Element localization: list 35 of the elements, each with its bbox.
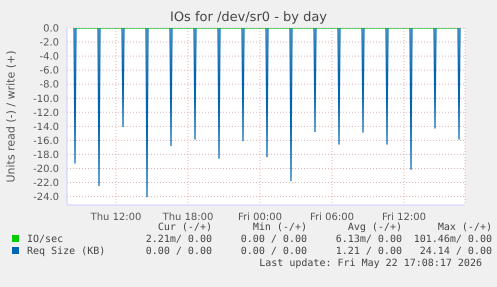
y-tick-label: -8.0 — [39, 80, 59, 91]
y-tick-label: -2.0 — [39, 38, 59, 49]
text: 2.21m/ 0.00 — [144, 234, 212, 245]
y-tick-label: -14.0 — [33, 122, 59, 133]
text: Cur (-/+) — [156, 222, 212, 233]
text: 0.00 / 0.00 — [240, 234, 307, 245]
y-tick-label: -18.0 — [33, 150, 59, 161]
text: Avg (-/+) — [346, 222, 402, 233]
y-tick-label: 0.0 — [43, 24, 59, 35]
text: 1.21 / 0.00 — [334, 246, 402, 257]
text: Min (-/+) — [252, 222, 307, 233]
x-tick-label: Thu 12:00 — [90, 212, 142, 224]
y-tick-label: -24.0 — [33, 192, 59, 204]
y-tick-label: -10.0 — [33, 94, 59, 105]
y-tick-label: -4.0 — [39, 52, 59, 63]
text: 0.00 / 0.00 — [144, 246, 212, 257]
y-tick-label: -20.0 — [33, 164, 59, 176]
legend-label: IO/sec — [26, 234, 64, 245]
y-tick-label: -22.0 — [33, 178, 59, 190]
text: 24.14 / 0.00 — [418, 246, 492, 257]
x-tick-label: Fri 12:00 — [382, 212, 426, 224]
x-tick-label: Fri 06:00 — [310, 212, 354, 224]
legend-label: Req Size (KB) — [26, 246, 106, 257]
x-tick-label: Fri 00:00 — [238, 212, 282, 224]
text: 6.13m/ 0.00 — [334, 234, 402, 245]
chart-title: IOs for /dev/sr0 - by day — [168, 10, 328, 25]
y-axis-title: Units read (-) / write (+) — [4, 50, 18, 183]
y-tick-label: -16.0 — [33, 136, 59, 147]
text: 101.46m/ 0.00 — [412, 234, 492, 245]
text: 0.00 / 0.00 — [240, 246, 307, 257]
text: Max (-/+) — [436, 222, 492, 233]
x-tick-label: Thu 18:00 — [162, 212, 214, 224]
text: Last update: Fri May 22 17:08:17 2026 — [259, 258, 482, 269]
y-tick-label: -6.0 — [39, 66, 59, 77]
y-tick-label: -12.0 — [33, 108, 59, 119]
